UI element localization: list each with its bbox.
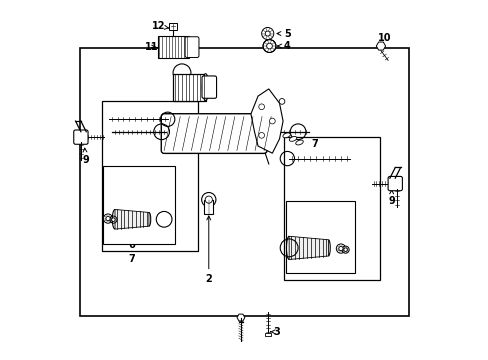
Polygon shape (237, 314, 244, 321)
Polygon shape (115, 210, 149, 229)
Bar (285, 202, 354, 273)
Text: 11: 11 (144, 42, 158, 52)
Ellipse shape (202, 74, 208, 100)
Text: 6: 6 (128, 240, 135, 250)
Circle shape (264, 31, 270, 36)
Ellipse shape (283, 133, 290, 138)
Text: 5: 5 (277, 28, 290, 39)
Bar (173, 74, 205, 100)
Polygon shape (376, 42, 385, 50)
Text: 4: 4 (277, 41, 290, 51)
Text: 10: 10 (377, 33, 391, 43)
Text: 7: 7 (128, 253, 135, 264)
Circle shape (341, 246, 348, 253)
Circle shape (258, 104, 264, 110)
Circle shape (338, 247, 343, 251)
Circle shape (261, 27, 273, 40)
Text: 2: 2 (205, 216, 212, 284)
Circle shape (263, 40, 275, 53)
Circle shape (201, 193, 216, 207)
Text: 6: 6 (311, 265, 318, 275)
FancyBboxPatch shape (161, 114, 266, 153)
Bar (103, 166, 175, 244)
FancyBboxPatch shape (202, 76, 216, 98)
Bar (80, 48, 408, 316)
Circle shape (111, 218, 115, 221)
Bar (264, 333, 270, 337)
Bar (204, 200, 213, 214)
Text: 9: 9 (82, 148, 89, 165)
Ellipse shape (289, 136, 296, 141)
Circle shape (103, 214, 112, 223)
FancyBboxPatch shape (185, 37, 199, 58)
Circle shape (336, 244, 345, 253)
Bar (158, 36, 188, 58)
Bar (102, 102, 198, 251)
Circle shape (279, 99, 285, 104)
Text: 9: 9 (387, 190, 394, 206)
Circle shape (205, 196, 212, 203)
Ellipse shape (295, 140, 303, 145)
Text: 3: 3 (270, 327, 280, 337)
Polygon shape (250, 89, 283, 153)
FancyBboxPatch shape (387, 176, 402, 191)
Circle shape (269, 118, 275, 124)
Text: 12: 12 (152, 21, 168, 31)
Text: 8: 8 (338, 233, 345, 248)
Circle shape (258, 132, 264, 138)
Circle shape (106, 216, 110, 221)
Text: 7: 7 (311, 139, 318, 149)
Bar (283, 137, 380, 280)
Bar (169, 23, 176, 30)
Text: 1: 1 (237, 315, 244, 325)
Polygon shape (288, 236, 328, 260)
Circle shape (110, 216, 117, 223)
Circle shape (266, 43, 272, 49)
Circle shape (343, 248, 346, 251)
FancyBboxPatch shape (74, 130, 88, 144)
Text: 8: 8 (101, 223, 108, 236)
